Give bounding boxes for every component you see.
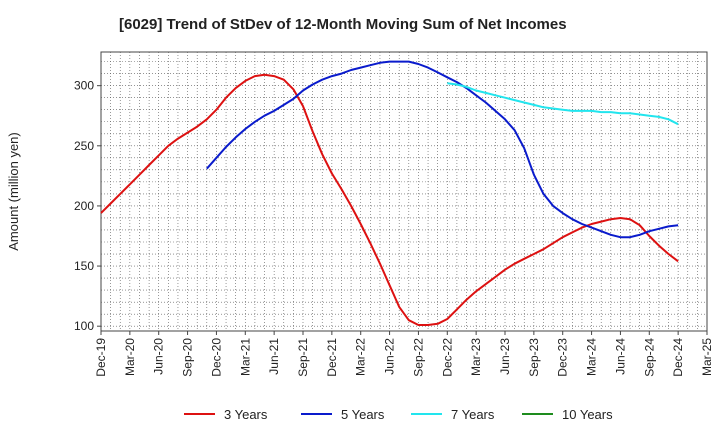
y-tick-label: 300 (74, 79, 94, 93)
x-tick-label: Dec-20 (209, 338, 223, 377)
x-tick-label: Jun-23 (498, 338, 512, 375)
x-tick-label: Jun-20 (152, 338, 166, 375)
plot-area (100, 51, 708, 332)
x-tick-label: Sep-21 (296, 338, 310, 377)
x-tick-label: Mar-25 (700, 338, 714, 376)
chart-title: [6029] Trend of StDev of 12-Month Moving… (119, 16, 567, 33)
x-tick-label: Jun-24 (613, 338, 627, 375)
y-tick-label: 100 (74, 319, 94, 333)
series-line-5-years (206, 60, 679, 239)
x-tick-label: Jun-22 (383, 338, 397, 375)
x-tick-label: Dec-21 (325, 338, 339, 377)
series-line-3-years (100, 73, 679, 326)
x-tick-label: Mar-20 (123, 338, 137, 376)
x-tick-label: Mar-22 (354, 338, 368, 376)
x-tick-label: Mar-23 (469, 338, 483, 376)
x-tick-label: Dec-22 (440, 338, 454, 377)
legend: 3 Years 5 Years 7 Years 10 Years (184, 407, 613, 422)
y-tick-label: 250 (74, 139, 94, 153)
x-tick-label: Mar-24 (585, 338, 599, 376)
horizontal-gridlines (101, 61, 707, 327)
series-lines (100, 60, 679, 326)
legend-label-7-years: 7 Years (451, 407, 495, 422)
series-line-7-years (447, 82, 679, 126)
x-tick-label: Sep-23 (527, 338, 541, 377)
plot-frame (100, 51, 708, 332)
y-axis-label: Amount (million yen) (6, 132, 21, 251)
y-tick-label: 200 (74, 199, 94, 213)
y-axis-ticks: 100 150 200 250 300 (74, 79, 101, 333)
x-tick-label: Sep-24 (642, 338, 656, 377)
x-tick-label: Dec-19 (94, 338, 108, 377)
y-tick-label: 150 (74, 259, 94, 273)
x-tick-label: Jun-21 (267, 338, 281, 375)
x-tick-label: Mar-21 (238, 338, 252, 376)
legend-label-10-years: 10 Years (562, 407, 613, 422)
x-axis-ticks: Dec-19 Mar-20 Jun-20 Sep-20 Dec-20 Mar-21 Jun-… (94, 331, 714, 377)
x-tick-label: Sep-22 (411, 338, 425, 377)
legend-label-5-years: 5 Years (341, 407, 385, 422)
x-tick-label: Dec-24 (671, 338, 685, 377)
legend-label-3-years: 3 Years (224, 407, 268, 422)
x-tick-label: Sep-20 (181, 338, 195, 377)
x-tick-label: Dec-23 (556, 338, 570, 377)
